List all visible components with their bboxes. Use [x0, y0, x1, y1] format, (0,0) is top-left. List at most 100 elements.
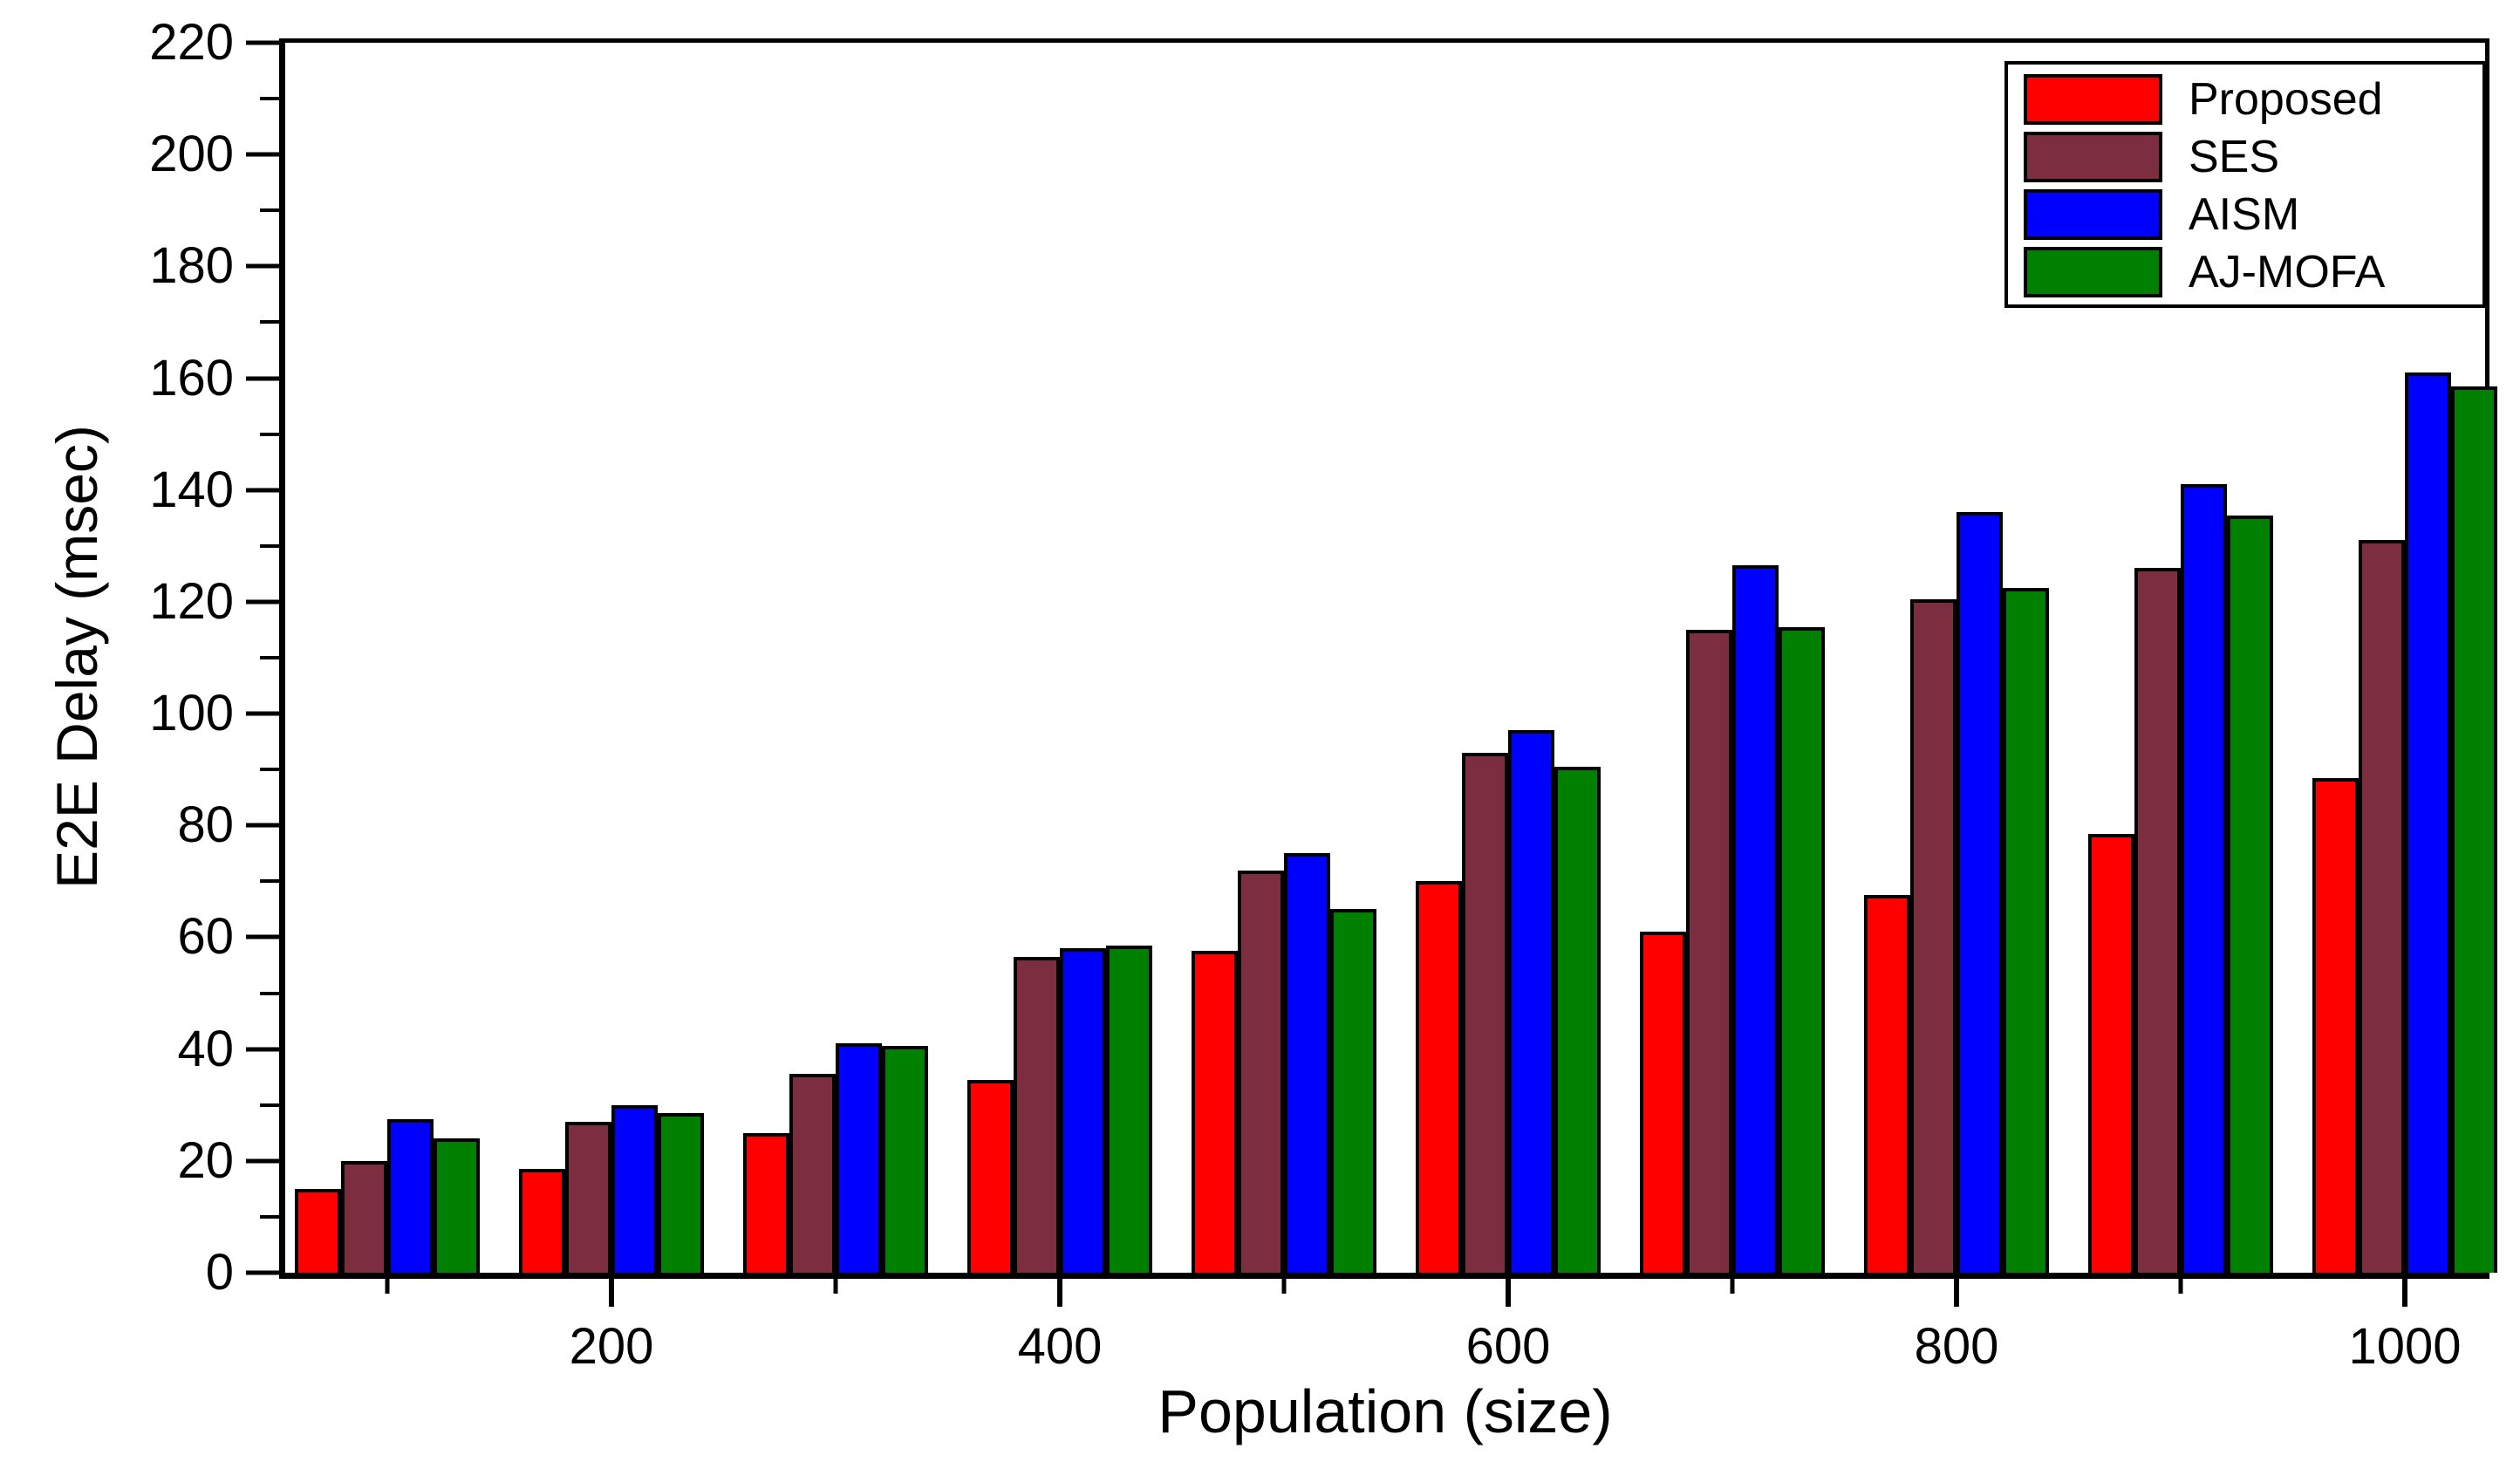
x-minor-tick [833, 1279, 838, 1294]
bar-ses-400 [1014, 956, 1060, 1273]
legend-label: AJ-MOFA [2189, 247, 2386, 297]
y-major-tick [246, 1047, 279, 1052]
x-major-tick [609, 1279, 614, 1307]
x-major-tick [2402, 1279, 2407, 1307]
bar-ses-200 [565, 1121, 611, 1273]
x-minor-tick [2178, 1279, 2183, 1294]
legend-swatch-aj-mofa [2024, 247, 2162, 297]
plot-area: Proposed SES AISM AJ-MOFA 0 20 40 60 80 100 120 14… [149, 17, 2497, 1372]
legend-swatch-ses [2024, 132, 2162, 182]
y-major-tick [246, 1270, 279, 1275]
y-minor-tick [260, 543, 279, 548]
y-major-tick [246, 40, 279, 45]
bar-ses-100 [341, 1160, 387, 1273]
bar-proposed-500 [1192, 951, 1238, 1273]
x-major-tick [1954, 1279, 1959, 1307]
x-tick-label: 200 [569, 1318, 654, 1375]
y-major-tick [246, 1158, 279, 1164]
y-minor-tick [260, 97, 279, 101]
bar-aism-300 [836, 1043, 882, 1273]
bar-aj-mofa-900 [2227, 515, 2273, 1273]
y-minor-tick [260, 1103, 279, 1107]
legend-swatch-proposed [2024, 74, 2162, 125]
y-minor-tick [260, 432, 279, 436]
bar-proposed-700 [1640, 932, 1686, 1273]
y-tick-label: 220 [149, 14, 234, 71]
y-tick-label: 180 [149, 237, 234, 295]
y-tick-label: 60 [177, 908, 234, 966]
y-major-tick [246, 823, 279, 828]
x-major-tick [1057, 1279, 1062, 1307]
y-minor-tick [260, 991, 279, 995]
bar-proposed-900 [2088, 833, 2134, 1273]
bar-aj-mofa-800 [2003, 587, 2049, 1273]
bar-proposed-100 [295, 1188, 341, 1273]
y-minor-tick [260, 1214, 279, 1219]
y-minor-tick [260, 879, 279, 884]
bar-aj-mofa-300 [882, 1046, 928, 1273]
bar-proposed-600 [1416, 881, 1462, 1273]
y-minor-tick [260, 768, 279, 772]
bar-aism-100 [387, 1118, 434, 1273]
bar-ses-300 [789, 1074, 836, 1273]
bar-aj-mofa-400 [1106, 946, 1152, 1273]
legend: Proposed SES AISM AJ-MOFA [2004, 61, 2486, 308]
y-tick-label: 200 [149, 126, 234, 183]
y-tick-label: 100 [149, 685, 234, 742]
y-major-tick [246, 599, 279, 605]
bar-aism-1000 [2405, 372, 2451, 1273]
bar-proposed-300 [743, 1132, 789, 1273]
legend-label: AISM [2189, 189, 2300, 240]
legend-label: SES [2189, 132, 2280, 182]
bar-ses-900 [2134, 568, 2181, 1273]
y-tick-label: 0 [205, 1244, 234, 1301]
y-tick-label: 160 [149, 349, 234, 406]
legend-label: Proposed [2189, 74, 2383, 125]
bar-aism-500 [1284, 853, 1330, 1273]
bar-aism-900 [2181, 484, 2227, 1273]
bar-proposed-1000 [2312, 777, 2359, 1273]
bar-aj-mofa-100 [434, 1138, 480, 1273]
bar-aj-mofa-600 [1554, 766, 1601, 1273]
legend-item-aism: AISM [2024, 189, 2482, 240]
bar-ses-1000 [2359, 540, 2405, 1273]
bar-proposed-400 [967, 1079, 1014, 1273]
y-tick-label: 20 [177, 1131, 234, 1189]
y-major-tick [246, 488, 279, 493]
bar-ses-800 [1910, 598, 1957, 1273]
bar-ses-500 [1238, 870, 1284, 1273]
x-axis-title: Population (size) [1158, 1377, 1613, 1445]
y-minor-tick [260, 320, 279, 325]
bar-ses-600 [1462, 752, 1508, 1273]
y-tick-label: 140 [149, 461, 234, 518]
bar-ses-700 [1686, 629, 1732, 1273]
y-minor-tick [260, 656, 279, 659]
x-minor-tick [1730, 1279, 1735, 1294]
y-minor-tick [260, 208, 279, 213]
bar-aism-400 [1060, 948, 1106, 1273]
x-tick-label: 1000 [2348, 1318, 2462, 1375]
bar-proposed-200 [519, 1169, 565, 1273]
bar-aj-mofa-700 [1779, 626, 1825, 1273]
legend-item-proposed: Proposed [2024, 74, 2482, 125]
legend-swatch-aism [2024, 189, 2162, 240]
y-tick-label: 120 [149, 572, 234, 630]
x-tick-label: 800 [1914, 1318, 1999, 1375]
bar-aism-600 [1508, 730, 1554, 1273]
y-tick-label: 40 [177, 1020, 234, 1077]
x-minor-tick [1281, 1279, 1287, 1294]
y-major-tick [246, 263, 279, 269]
bar-aj-mofa-1000 [2451, 386, 2497, 1273]
y-major-tick [246, 934, 279, 939]
x-major-tick [1506, 1279, 1511, 1307]
bar-aj-mofa-500 [1330, 909, 1376, 1273]
y-major-tick [246, 711, 279, 716]
legend-item-ses: SES [2024, 132, 2482, 182]
x-tick-label: 600 [1465, 1318, 1551, 1375]
legend-item-aj-mofa: AJ-MOFA [2024, 247, 2482, 297]
bar-aism-700 [1732, 565, 1779, 1273]
bar-proposed-800 [1864, 895, 1910, 1273]
y-major-tick [246, 376, 279, 381]
y-tick-label: 80 [177, 796, 234, 854]
